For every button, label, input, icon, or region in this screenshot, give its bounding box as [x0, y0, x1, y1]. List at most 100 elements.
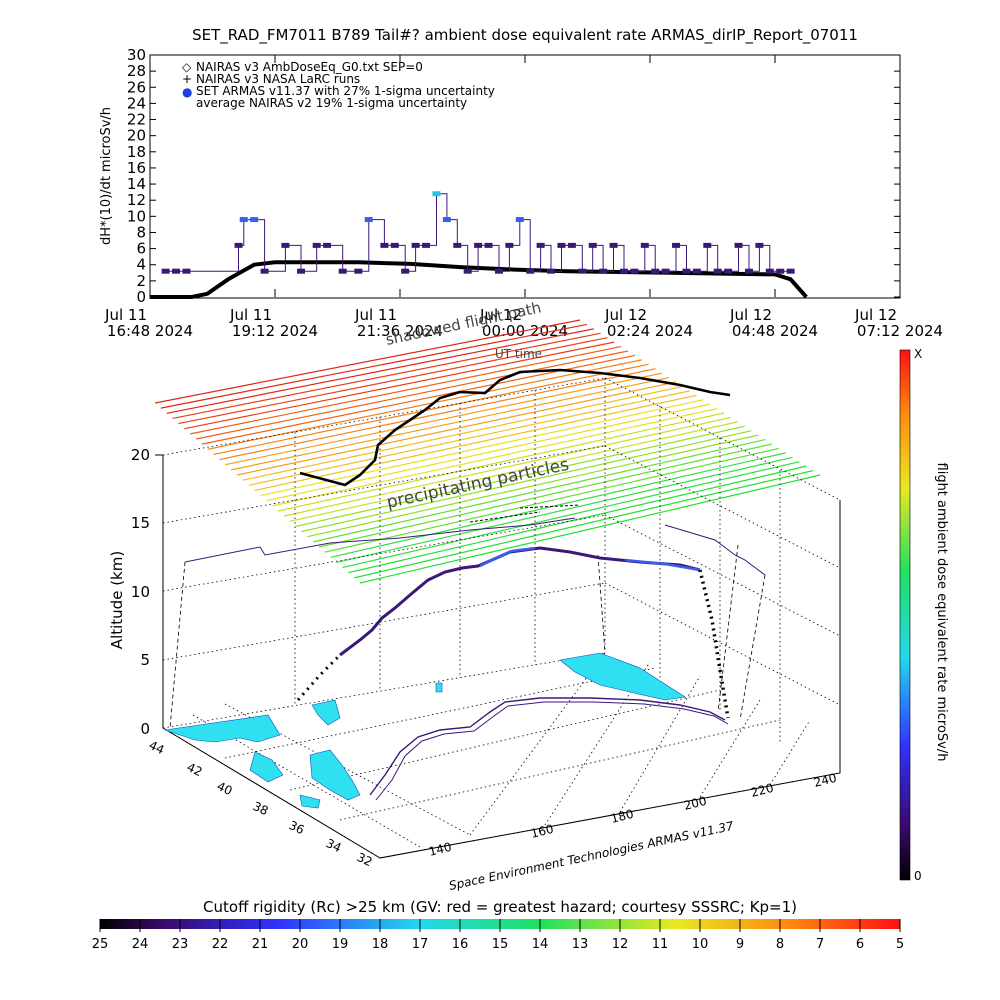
armas-point — [297, 268, 306, 274]
y-tick-label: 26 — [127, 78, 146, 96]
sheet-line — [318, 443, 773, 548]
y-tick-label: 22 — [127, 111, 146, 129]
wall-drop-lines — [169, 544, 766, 729]
armas-point — [630, 268, 639, 274]
armas-point — [547, 268, 556, 274]
armas-point — [682, 268, 691, 274]
rigidity-colorbar: Cutoff rigidity (Rc) >25 km (GV: red = g… — [92, 898, 904, 952]
armas-point — [703, 242, 712, 248]
sheet-line — [166, 328, 594, 414]
y-tick-label: 4 — [136, 256, 146, 274]
y-tick-label: 8 — [136, 223, 146, 241]
lon-tick-label: 200 — [682, 794, 708, 813]
series-nairas-line — [150, 260, 808, 299]
sheet-line — [295, 425, 745, 528]
sheet-line — [154, 319, 581, 404]
armas-point — [390, 242, 399, 248]
x-tick-label: 02:24 2024 — [607, 322, 693, 340]
x-tick-label: Jul 11 — [354, 306, 397, 324]
descent-dots — [698, 569, 730, 719]
shadowed-flight-path — [369, 697, 726, 796]
armas-point — [765, 268, 774, 274]
legend-symbol-armas: ● — [182, 85, 192, 99]
sheet-line — [354, 469, 814, 579]
lat-tick-label: 34 — [324, 836, 344, 855]
armas-point — [401, 268, 410, 274]
armas-point — [734, 242, 743, 248]
shadowed-flight-path-offset — [375, 701, 729, 801]
legend-entry-armas: SET ARMAS v11.37 with 27% 1-sigma uncert… — [196, 84, 495, 98]
wall-projection-right — [664, 524, 766, 576]
sheet-line — [277, 412, 725, 512]
rc-tick-label: 8 — [776, 937, 784, 952]
armas-point — [250, 217, 259, 223]
rc-tick-label: 15 — [492, 937, 509, 952]
armas-point — [724, 268, 733, 274]
rc-tick-label: 21 — [252, 937, 269, 952]
x-tick-label: 16:48 2024 — [107, 322, 193, 340]
armas-point — [463, 268, 472, 274]
armas-point — [640, 242, 649, 248]
altitude-ticks: 0 5 10 15 20 — [131, 446, 150, 738]
lon-tick-label: 240 — [812, 771, 838, 790]
sheet-line — [184, 341, 615, 430]
y-tick-label: 12 — [127, 191, 146, 209]
sheet-line — [348, 465, 807, 574]
precipitating-particles-sheet — [154, 319, 821, 584]
legend: ◇ NAIRAS v3 AmbDoseEq_G0.txt SEP=0 + NAI… — [182, 60, 495, 110]
latitude-ticks: 44 42 40 38 36 34 32 — [147, 738, 375, 869]
armas-point — [432, 191, 441, 197]
armas-point — [312, 242, 321, 248]
armas-point — [411, 242, 420, 248]
x-tick-label: 07:12 2024 — [857, 322, 943, 340]
rc-tick-label: 23 — [172, 937, 189, 952]
armas-point — [161, 268, 170, 274]
sheet-line — [248, 390, 690, 486]
z-tick-label: 15 — [131, 514, 150, 532]
rc-tick-label: 24 — [132, 937, 149, 952]
armas-point — [744, 268, 753, 274]
sheet-line — [260, 399, 704, 497]
sheet-line — [359, 474, 821, 584]
armas-point — [380, 242, 389, 248]
y-tick-label: 14 — [127, 175, 146, 193]
armas-point — [588, 242, 597, 248]
rc-tick-label: 6 — [856, 937, 864, 952]
rc-tick-label: 25 — [92, 937, 109, 952]
armas-point — [354, 268, 363, 274]
sheet-line — [330, 452, 786, 558]
flight-path-3d — [339, 546, 701, 657]
y-tick-label: 0 — [136, 288, 146, 306]
sheet-line — [219, 368, 656, 461]
lon-tick-label: 160 — [529, 822, 555, 841]
armas-point — [599, 268, 608, 274]
box-edges — [155, 454, 841, 859]
top-plot: dH*(10)/dt microSv/h 0246810121416182022… — [99, 46, 943, 340]
z-tick-label: 20 — [131, 446, 150, 464]
rc-tick-label: 22 — [212, 937, 229, 952]
rc-tick-label: 9 — [736, 937, 744, 952]
rc-tick-label: 20 — [292, 937, 309, 952]
dose-colorbar-label: flight ambient dose equivalent rate micr… — [934, 463, 949, 762]
y-tick-label: 30 — [127, 46, 146, 64]
floor-grid — [162, 652, 841, 859]
armas-point — [567, 242, 576, 248]
y-tick-label: 20 — [127, 127, 146, 145]
legend-entry-nairas-v2: average NAIRAS v2 19% 1-sigma uncertaint… — [196, 96, 467, 110]
x-tick-label: Jul 11 — [104, 306, 147, 324]
lat-tick-label: 42 — [185, 760, 205, 779]
sheet-line — [324, 447, 779, 553]
armas-point — [786, 268, 795, 274]
armas-point — [422, 242, 431, 248]
armas-point — [474, 242, 483, 248]
armas-point — [234, 242, 243, 248]
x-tick-label: 04:48 2024 — [732, 322, 818, 340]
rc-tick-label: 18 — [372, 937, 389, 952]
rc-tick-label: 11 — [652, 937, 669, 952]
wall-projection-path — [184, 517, 576, 563]
sheet-line — [336, 456, 793, 564]
armas-point — [557, 242, 566, 248]
rc-tick-label: 5 — [896, 937, 904, 952]
